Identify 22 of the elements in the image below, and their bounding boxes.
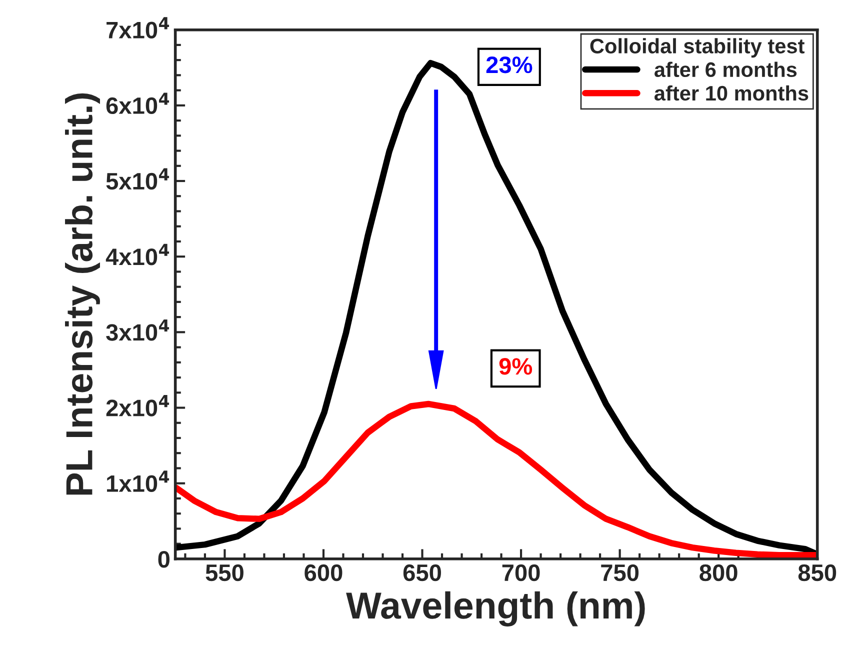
- x-tick-label: 650: [403, 564, 441, 582]
- y-tick-label: 1x10$^{4}$: [107, 470, 170, 492]
- y-axis-title: PL Intensity (arb. unit.): [65, 93, 100, 495]
- legend-label: after 6 months: [654, 62, 797, 78]
- y-tick-label: 7x10$^{4}$: [106, 17, 170, 38]
- legend-label: after 10 months: [654, 85, 808, 101]
- annotation: 23%: [486, 56, 532, 74]
- y-tick-label: 3x10$^{4}$: [106, 319, 170, 341]
- x-tick-label: 850: [798, 564, 836, 582]
- y-tick-label: 6x10$^{4}$: [106, 92, 170, 114]
- legend-title: Colloidal stability test: [590, 38, 804, 58]
- annotation: 9%: [499, 358, 532, 375]
- y-tick-label: 0: [158, 550, 170, 568]
- x-tick-label: 600: [304, 564, 342, 582]
- x-tick-label: 700: [502, 564, 540, 582]
- y-tick-label: 4x10$^{4}$: [106, 244, 170, 266]
- y-tick-label: 5x10$^{4}$: [106, 168, 170, 190]
- x-tick-label: 550: [206, 564, 244, 582]
- x-tick-label: 750: [601, 564, 639, 582]
- x-axis-title: Wavelength (nm): [346, 591, 645, 626]
- y-tick-label: 2x10$^{4}$: [106, 395, 170, 416]
- x-tick-label: 800: [700, 564, 738, 582]
